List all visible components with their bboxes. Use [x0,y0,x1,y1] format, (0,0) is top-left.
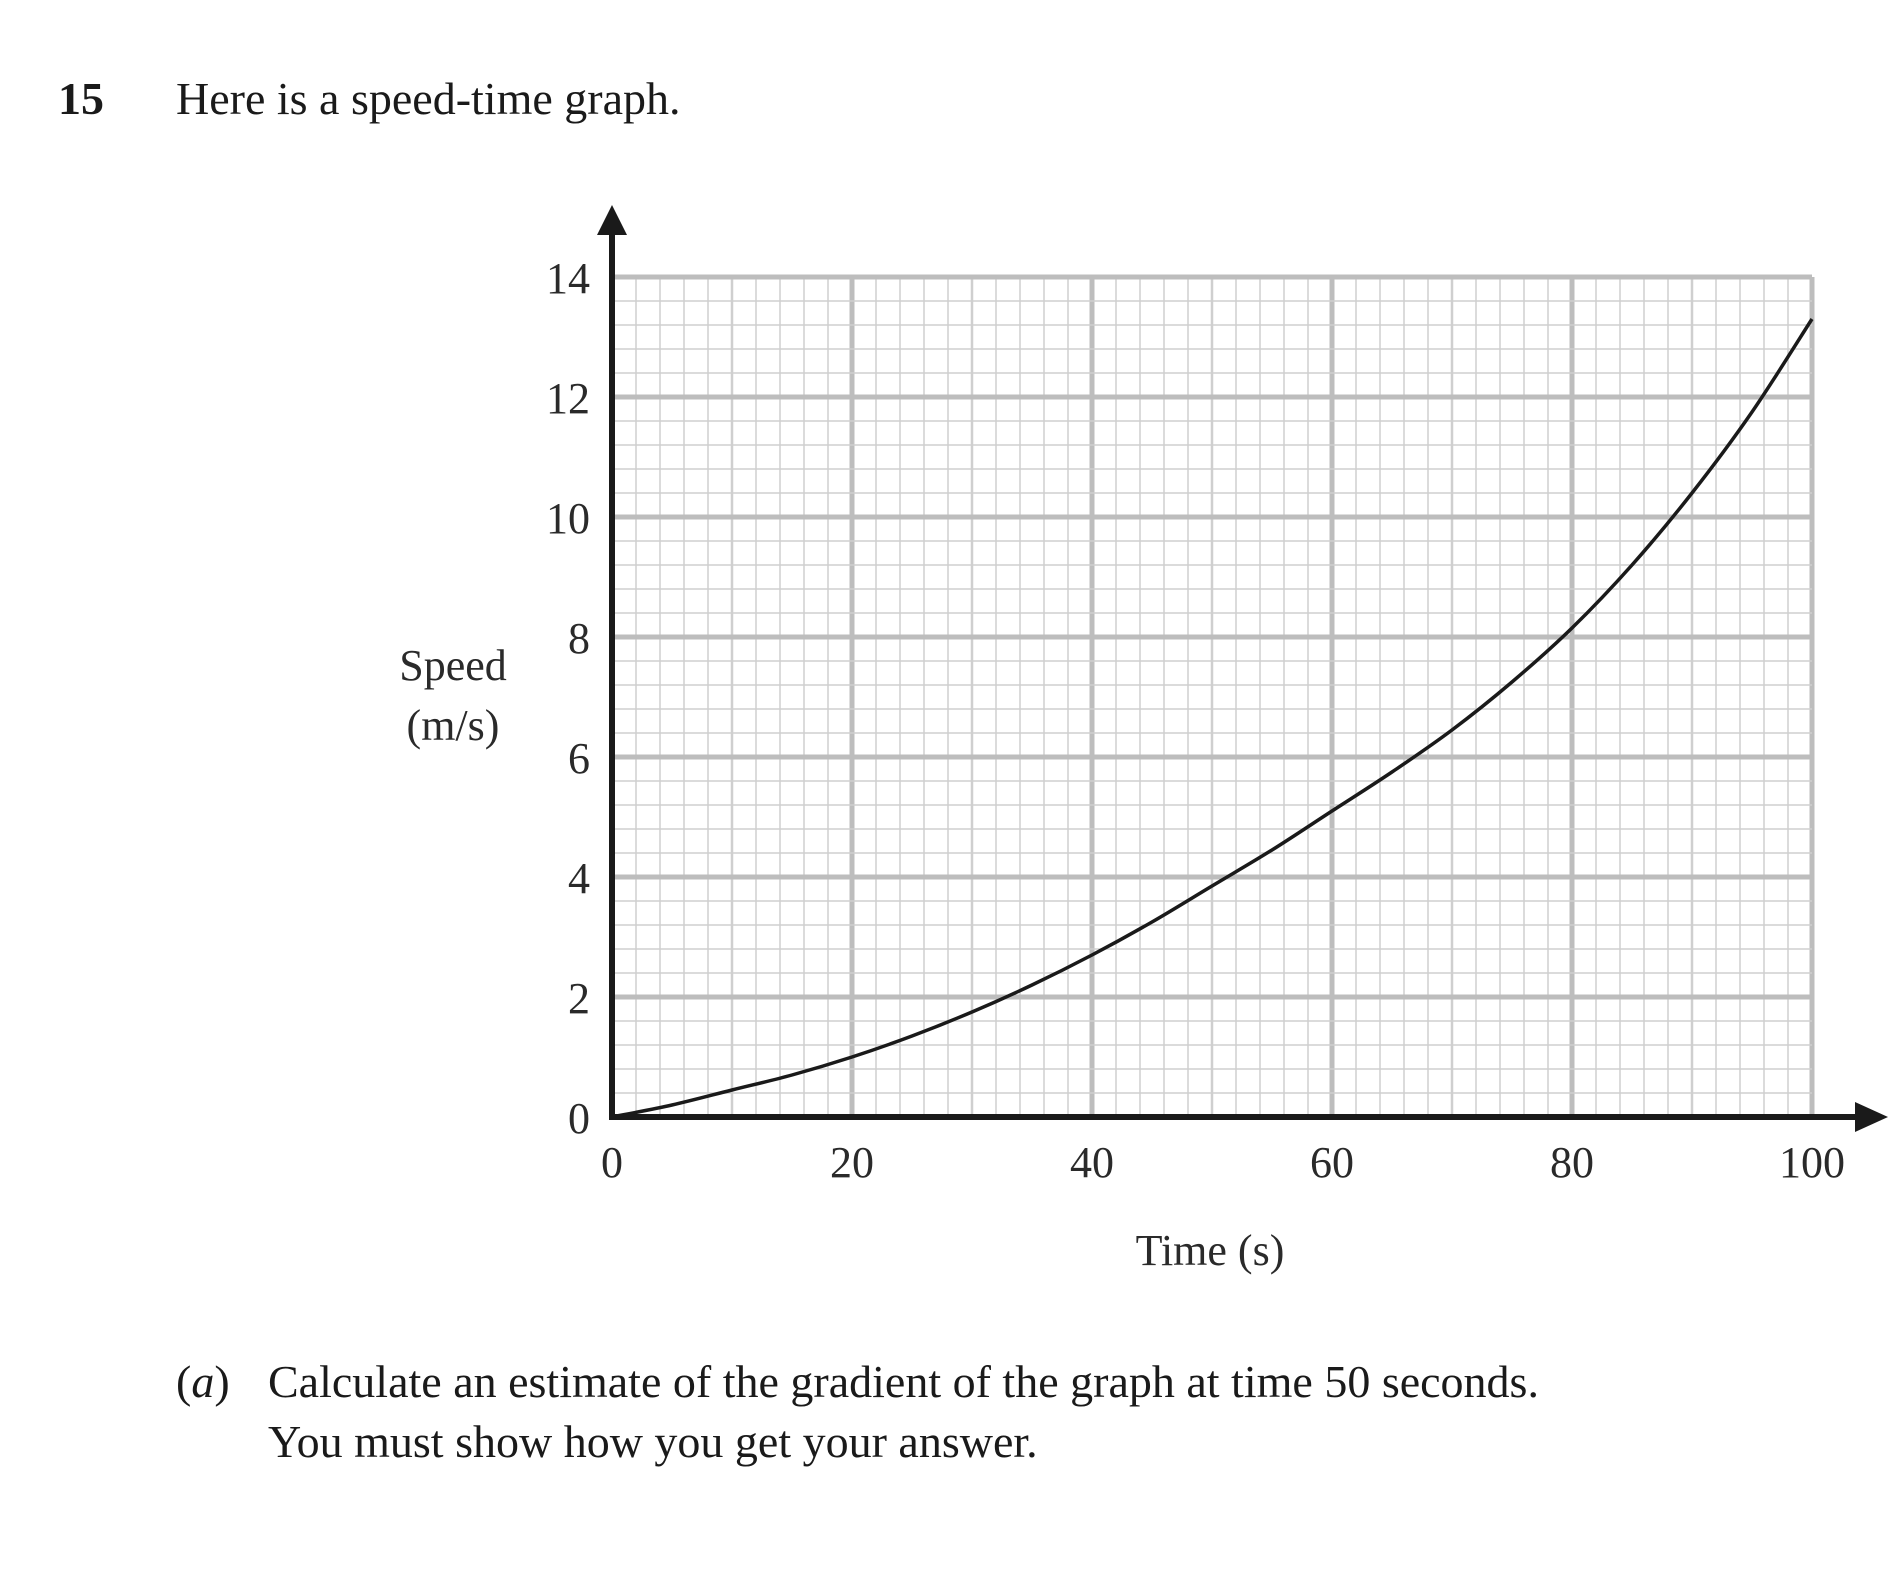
y-tick-label: 6 [568,734,590,783]
x-tick-label: 0 [601,1138,623,1187]
y-axis-arrow [597,205,627,235]
speed-time-chart: 0 20 40 60 80 100 0 2 4 6 8 10 12 14 Time (s) Speed (… [399,205,1888,1275]
question-part-a: (a) Calculate an estimate of the gradient… [176,1352,1539,1472]
x-axis-label: Time (s) [1136,1226,1285,1275]
x-tick-label: 40 [1070,1138,1114,1187]
part-a-line1: Calculate an estimate of the gradient of… [268,1356,1539,1407]
grid [609,274,1815,1120]
series-layer [611,318,1814,1119]
part-a-line2: You must show how you get your answer. [268,1416,1038,1467]
tick-labels: 0 20 40 60 80 100 0 2 4 6 8 10 12 14 [546,254,1845,1187]
x-tick-label: 60 [1310,1138,1354,1187]
y-tick-label: 2 [568,974,590,1023]
y-axis-label-line2: (m/s) [407,701,500,750]
x-axis-arrow [1855,1102,1888,1132]
axes [597,205,1888,1132]
y-axis-label-line1: Speed [399,641,507,690]
speed-curve [611,318,1814,1119]
x-tick-label: 100 [1779,1138,1845,1187]
question-intro: Here is a speed-time graph. [176,73,681,124]
y-tick-label: 4 [568,854,590,903]
part-marker: (a) [176,1356,230,1407]
y-tick-label: 14 [546,254,590,303]
x-tick-label: 80 [1550,1138,1594,1187]
y-tick-label: 10 [546,494,590,543]
y-tick-label: 12 [546,374,590,423]
y-tick-label: 0 [568,1094,590,1143]
y-tick-label: 8 [568,614,590,663]
x-tick-label: 20 [830,1138,874,1187]
question-number: 15 [58,73,104,124]
